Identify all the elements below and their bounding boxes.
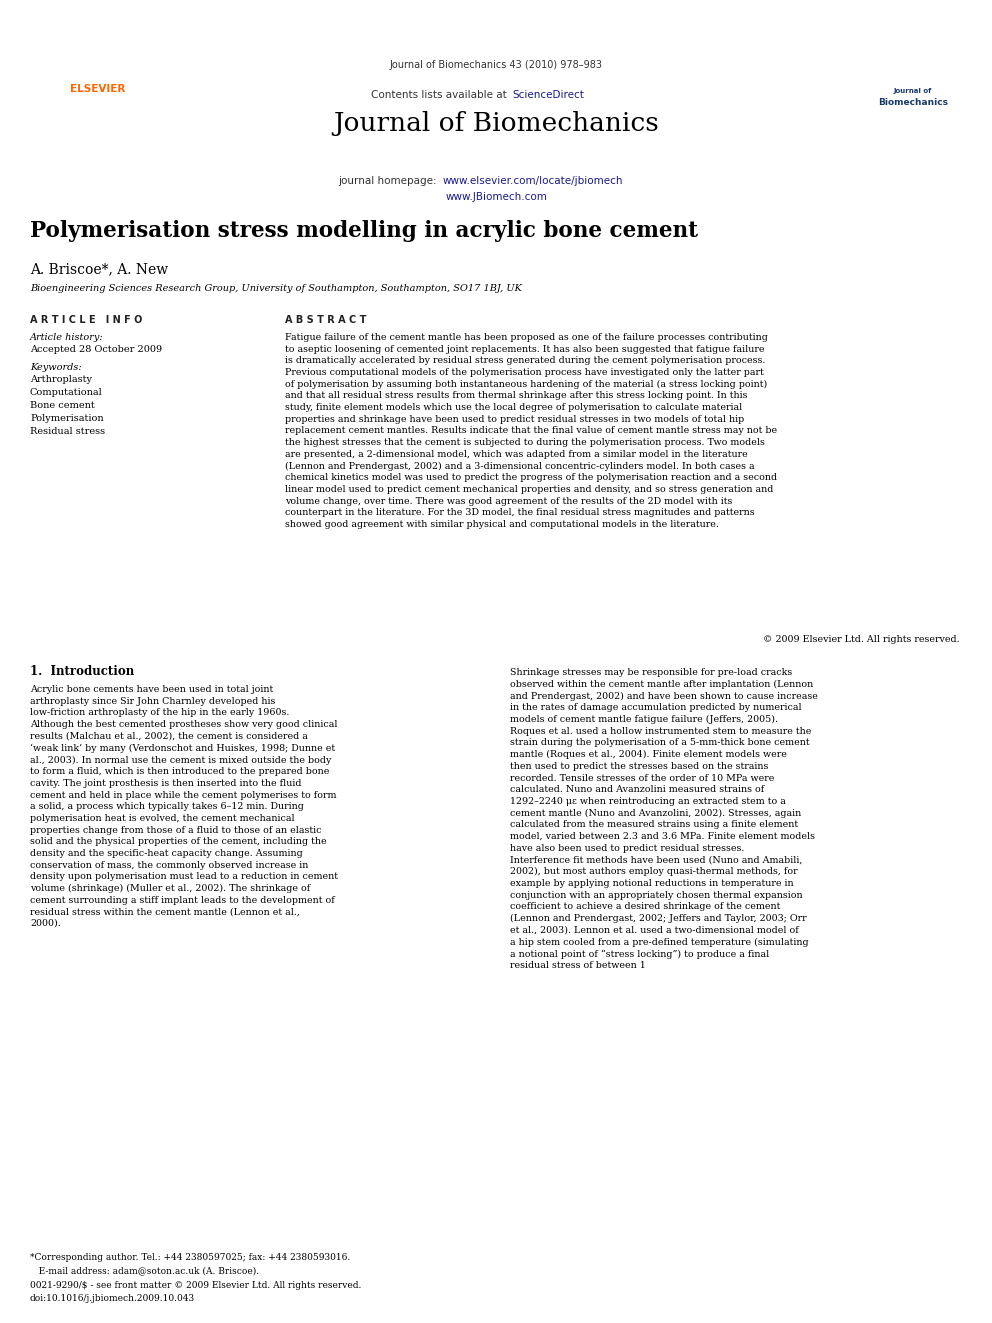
- Text: Residual stress: Residual stress: [30, 427, 105, 437]
- Text: A R T I C L E   I N F O: A R T I C L E I N F O: [30, 315, 143, 325]
- Text: Contents lists available at: Contents lists available at: [371, 90, 510, 101]
- Text: A B S T R A C T: A B S T R A C T: [285, 315, 366, 325]
- Text: Fatigue failure of the cement mantle has been proposed as one of the failure pro: Fatigue failure of the cement mantle has…: [285, 333, 777, 529]
- Text: Journal of Biomechanics 43 (2010) 978–983: Journal of Biomechanics 43 (2010) 978–98…: [390, 60, 602, 70]
- Text: 1.  Introduction: 1. Introduction: [30, 665, 134, 677]
- Text: ELSEVIER: ELSEVIER: [70, 83, 126, 94]
- Text: Biomechanics: Biomechanics: [878, 98, 948, 107]
- Text: A. Briscoe*, A. New: A. Briscoe*, A. New: [30, 262, 168, 277]
- Text: 0021-9290/$ - see front matter © 2009 Elsevier Ltd. All rights reserved.: 0021-9290/$ - see front matter © 2009 El…: [30, 1281, 361, 1290]
- Text: Bioengineering Sciences Research Group, University of Southampton, Southampton, : Bioengineering Sciences Research Group, …: [30, 284, 522, 292]
- Text: journal homepage:: journal homepage:: [338, 176, 440, 187]
- Text: E-mail address: adam@soton.ac.uk (A. Briscoe).: E-mail address: adam@soton.ac.uk (A. Bri…: [30, 1266, 259, 1275]
- Text: Bone cement: Bone cement: [30, 401, 95, 410]
- Text: Keywords:: Keywords:: [30, 363, 81, 372]
- Text: Article history:: Article history:: [30, 333, 103, 343]
- Text: *Corresponding author. Tel.: +44 2380597025; fax: +44 2380593016.: *Corresponding author. Tel.: +44 2380597…: [30, 1253, 350, 1262]
- Text: Polymerisation stress modelling in acrylic bone cement: Polymerisation stress modelling in acryl…: [30, 220, 698, 242]
- Text: www.JBiomech.com: www.JBiomech.com: [445, 192, 547, 202]
- Text: © 2009 Elsevier Ltd. All rights reserved.: © 2009 Elsevier Ltd. All rights reserved…: [764, 635, 960, 644]
- Text: Acrylic bone cements have been used in total joint
arthroplasty since Sir John C: Acrylic bone cements have been used in t…: [30, 685, 338, 927]
- Text: Computational: Computational: [30, 388, 103, 397]
- Text: ScienceDirect: ScienceDirect: [512, 90, 584, 101]
- Text: Polymerisation: Polymerisation: [30, 414, 103, 423]
- Text: doi:10.1016/j.jbiomech.2009.10.043: doi:10.1016/j.jbiomech.2009.10.043: [30, 1294, 195, 1303]
- Text: Arthroplasty: Arthroplasty: [30, 374, 92, 384]
- Text: Journal of Biomechanics: Journal of Biomechanics: [333, 111, 659, 136]
- Text: Journal of: Journal of: [894, 89, 932, 94]
- Text: Accepted 28 October 2009: Accepted 28 October 2009: [30, 345, 162, 355]
- Text: www.elsevier.com/locate/jbiomech: www.elsevier.com/locate/jbiomech: [443, 176, 624, 187]
- Text: Shrinkage stresses may be responsible for pre-load cracks
observed within the ce: Shrinkage stresses may be responsible fo…: [510, 668, 817, 970]
